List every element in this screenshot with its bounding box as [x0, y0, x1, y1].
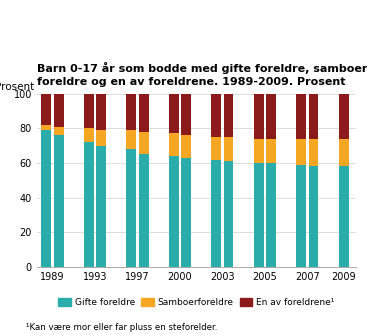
Text: ¹Kan være mor eller far pluss en steforelder.: ¹Kan være mor eller far pluss en stefore… [26, 323, 217, 332]
Bar [126, 130, 137, 149]
Bar [41, 125, 51, 130]
Bar [169, 94, 179, 134]
Bar [211, 160, 221, 267]
Bar [339, 139, 349, 166]
Bar [339, 94, 349, 139]
Bar [309, 94, 319, 139]
Bar [139, 154, 149, 267]
Bar [224, 137, 233, 161]
Bar [96, 94, 106, 130]
Bar [126, 149, 137, 267]
Bar [339, 166, 349, 267]
Bar [54, 94, 63, 127]
Bar [169, 134, 179, 156]
Bar [224, 94, 233, 137]
Bar [96, 130, 106, 146]
Bar [266, 94, 276, 139]
Bar [309, 139, 319, 166]
Bar [96, 146, 106, 267]
Bar [181, 94, 191, 135]
Bar [54, 135, 63, 267]
Bar [297, 165, 306, 267]
Bar [266, 163, 276, 267]
Bar [84, 128, 94, 142]
Bar [211, 137, 221, 160]
Bar [54, 127, 63, 135]
Bar [84, 94, 94, 128]
Bar [84, 142, 94, 267]
Bar [126, 94, 137, 130]
Bar [139, 132, 149, 154]
Bar [41, 130, 51, 267]
Text: Prosent: Prosent [0, 82, 34, 92]
Bar [181, 135, 191, 158]
Legend: Gifte foreldre, Samboerforeldre, En av foreldrene¹: Gifte foreldre, Samboerforeldre, En av f… [55, 294, 338, 311]
Bar [181, 158, 191, 267]
Bar [139, 94, 149, 132]
Bar [254, 163, 264, 267]
Bar [297, 94, 306, 139]
Bar [266, 139, 276, 163]
Text: Barn 0-17 år som bodde med gifte foreldre, samboer-
foreldre og en av foreldrene: Barn 0-17 år som bodde med gifte foreldr… [37, 62, 367, 87]
Bar [169, 156, 179, 267]
Bar [224, 161, 233, 267]
Bar [309, 166, 319, 267]
Bar [41, 94, 51, 125]
Bar [254, 94, 264, 139]
Bar [254, 139, 264, 163]
Bar [297, 139, 306, 165]
Bar [211, 94, 221, 137]
